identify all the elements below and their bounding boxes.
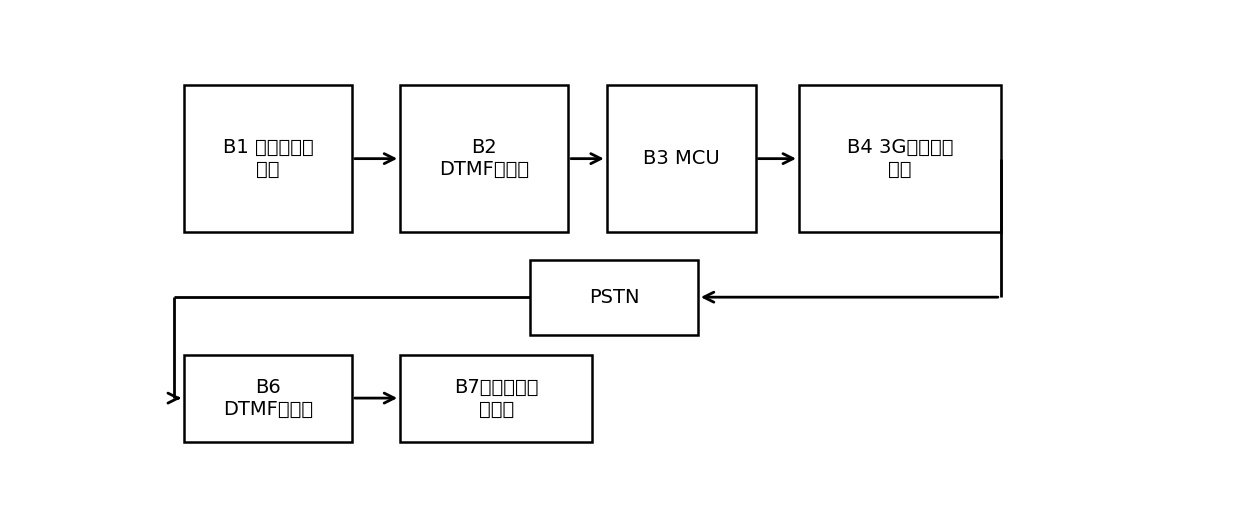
Bar [799,85,1001,232]
Bar [401,355,593,442]
Text: B3 MCU: B3 MCU [642,149,719,168]
Bar [401,85,568,232]
Text: B2
DTMF编码器: B2 DTMF编码器 [439,138,529,179]
Bar [184,355,352,442]
Text: B4 3G无线通信
模块: B4 3G无线通信 模块 [847,138,954,179]
Text: B1 报警系统控
制器: B1 报警系统控 制器 [222,138,314,179]
Bar [606,85,755,232]
Text: B7报警信息分
析单元: B7报警信息分 析单元 [454,378,538,418]
Text: PSTN: PSTN [589,288,639,307]
Bar [184,85,352,232]
Text: B6
DTMF解码器: B6 DTMF解码器 [223,378,312,418]
Bar [529,260,698,335]
